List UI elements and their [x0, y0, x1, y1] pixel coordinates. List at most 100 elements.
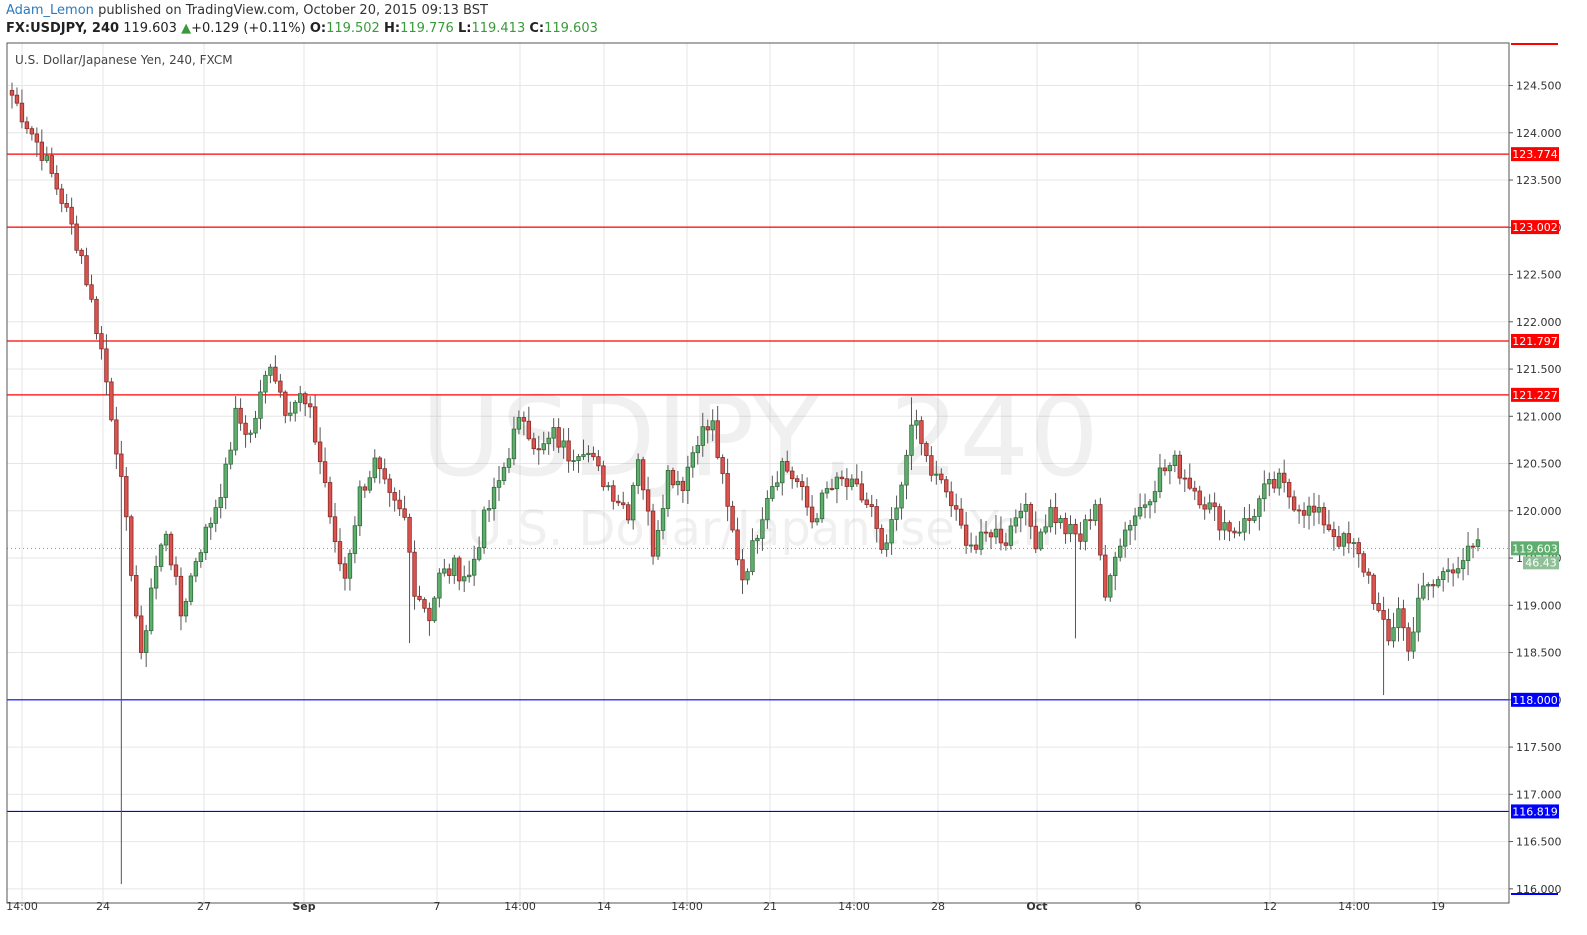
candle	[1003, 532, 1009, 551]
horizontal-levels[interactable]	[7, 153, 1509, 813]
candle	[660, 494, 666, 540]
candle	[1465, 532, 1471, 576]
candle	[119, 440, 124, 885]
last-price-label: 119.603	[1512, 542, 1558, 555]
candle-body	[1286, 482, 1292, 498]
candle-body	[720, 457, 725, 474]
candle	[104, 334, 109, 396]
candle-body	[402, 508, 407, 518]
candle-body	[233, 407, 238, 451]
candle-body	[382, 468, 387, 480]
open-key: O:	[309, 21, 327, 36]
candle-body	[954, 505, 959, 510]
price-labels: 123.774 123.002 121.797 121.227 118.000 116.8…	[1511, 43, 1559, 895]
candle	[1455, 556, 1461, 579]
candle	[849, 474, 855, 491]
candle	[556, 418, 561, 453]
candle-body	[993, 528, 999, 538]
candle-body	[526, 420, 532, 440]
candle	[1132, 507, 1138, 541]
candle-body	[1396, 608, 1401, 629]
candle	[884, 534, 889, 557]
candle	[1073, 518, 1078, 639]
watermark-symbol: USDJPY, 240	[421, 373, 1099, 501]
candle	[74, 215, 79, 254]
candle-body	[109, 381, 114, 421]
candle-body	[839, 476, 845, 480]
candle	[377, 456, 382, 484]
candle	[427, 602, 432, 636]
candle-body	[303, 393, 308, 405]
candle-body	[258, 391, 263, 419]
level-label-bg	[1511, 147, 1559, 162]
candle-body	[213, 507, 218, 524]
candle-body	[238, 407, 243, 424]
candle	[844, 468, 850, 500]
candle	[1356, 537, 1361, 568]
candle	[516, 410, 522, 435]
candle-body	[516, 417, 522, 430]
candle	[824, 481, 830, 499]
candle	[690, 446, 696, 478]
symbol-label[interactable]: FX:USDJPY, 240	[6, 21, 120, 36]
candle-body	[1242, 518, 1247, 533]
candle	[29, 126, 35, 141]
candle	[1068, 515, 1073, 543]
candle	[780, 457, 785, 496]
candle-body	[397, 499, 402, 510]
candle	[804, 477, 810, 516]
candle-body	[163, 533, 169, 546]
candle-body	[1272, 479, 1277, 489]
candle-body	[223, 463, 228, 498]
candle-body	[148, 587, 154, 632]
candle-body	[1386, 618, 1391, 642]
candle-body	[695, 445, 700, 454]
candle-body	[69, 206, 74, 225]
candle-body	[1152, 491, 1158, 503]
candle-body	[362, 486, 368, 491]
candle-body	[640, 459, 646, 491]
candle	[143, 624, 149, 667]
candle	[1475, 528, 1481, 552]
candle-body	[486, 508, 492, 511]
candle	[765, 490, 770, 529]
candle-body	[427, 607, 432, 622]
candle-body	[1237, 531, 1242, 534]
level-label-bg	[1511, 692, 1559, 707]
close-value: 119.603	[544, 21, 598, 36]
candle-body	[342, 563, 348, 579]
candle-body	[511, 428, 517, 460]
candle	[1038, 528, 1043, 551]
candle-body	[337, 541, 343, 565]
candle-body	[1371, 574, 1376, 604]
candle-body	[521, 417, 527, 422]
candle-body	[939, 473, 944, 481]
candle	[124, 467, 129, 531]
candle-body	[1252, 516, 1257, 521]
candle-body	[327, 482, 333, 518]
candle	[526, 406, 532, 441]
candle	[452, 554, 457, 584]
candle	[700, 412, 705, 457]
candle-body	[1391, 627, 1396, 642]
candle	[1227, 520, 1232, 542]
candle-body	[611, 485, 616, 502]
candle-body	[89, 284, 94, 300]
author-link[interactable]: Adam_Lemon	[6, 3, 94, 18]
chart-title: U.S. Dollar/Japanese Yen, 240, FXCM	[15, 53, 233, 67]
candle	[1301, 502, 1307, 528]
candle	[541, 431, 546, 455]
price-axis[interactable]: 116.000 116.500 117.000 117.500 118.000 118.5…	[1509, 80, 1562, 896]
time-axis[interactable]: 14:00 24 27 Sep 7 14:00 14 14:00 21 14:00 28 Oct 6 12…	[6, 900, 1445, 913]
candle	[750, 528, 755, 576]
candle	[148, 578, 154, 635]
candle	[1053, 493, 1058, 535]
candle	[790, 466, 795, 489]
candle	[958, 498, 964, 529]
candle-body	[869, 504, 874, 507]
candle	[864, 492, 869, 508]
candle-body	[193, 561, 199, 577]
candle	[372, 449, 377, 483]
candle	[1048, 499, 1053, 533]
